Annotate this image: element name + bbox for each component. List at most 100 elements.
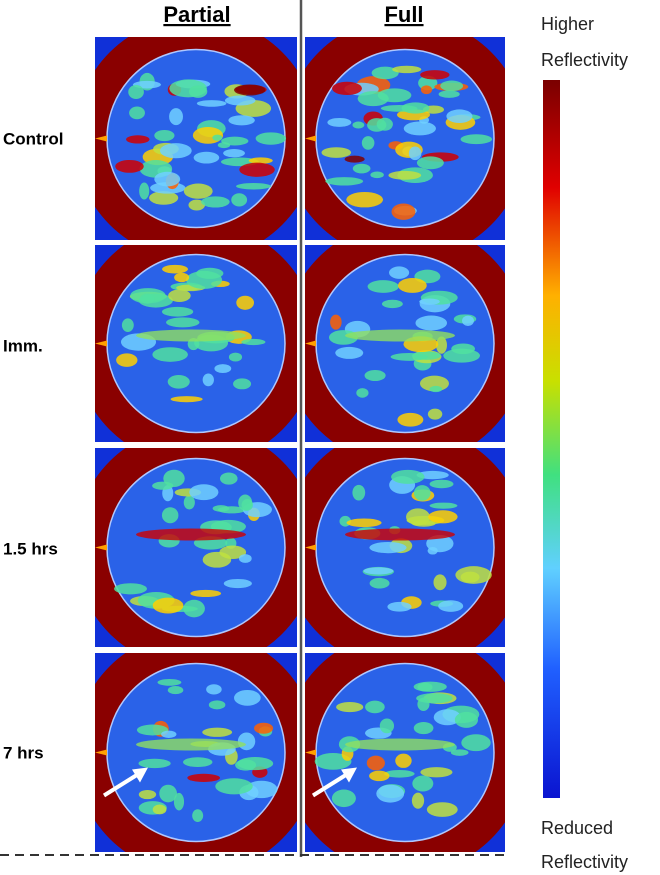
blob [429,502,458,509]
blob [367,280,399,293]
blob [215,778,253,795]
blob [346,191,384,208]
blob [420,70,450,80]
blob [157,679,182,686]
blob [461,734,491,752]
blob [451,343,475,355]
blob [114,583,147,595]
blob [408,146,422,161]
blob [356,388,369,398]
blob [446,109,473,124]
blob [167,686,184,695]
column-header: Full [384,2,423,27]
blob [440,80,464,92]
blob [220,472,238,485]
blob [327,117,352,127]
blob [237,757,274,771]
blob [420,767,453,778]
blob [381,299,403,309]
blob [166,317,200,328]
blob [152,804,167,815]
blob [391,469,425,484]
blob [188,85,208,98]
blob [239,162,275,177]
blob [412,775,434,792]
blob [129,106,145,120]
blob [219,545,247,560]
blob [325,177,364,186]
blob [159,143,192,159]
blob [321,147,352,158]
blob [190,589,222,598]
blob [420,85,433,95]
blob [416,470,449,480]
blob [428,510,458,524]
blob [174,272,190,283]
blob [152,597,184,614]
blob [388,170,422,180]
blob [234,689,261,706]
blob [214,364,232,374]
blob [187,773,221,782]
blob [429,385,443,393]
blob [379,718,395,734]
blob [238,554,252,563]
blob [236,183,272,190]
blob [115,159,144,173]
scan-panel [95,245,297,442]
blob [462,315,474,326]
blob [454,711,479,728]
blob [395,753,412,768]
row-label: Imm. [3,336,43,355]
scan-panel [305,37,505,240]
blob [397,412,424,427]
blob [411,351,441,360]
column-header: Partial [163,2,230,27]
blob [433,574,447,591]
arrow-head [132,767,148,783]
blob [223,578,252,589]
blob [335,346,364,359]
blob [314,753,352,770]
blob [370,171,384,179]
blob [401,102,430,114]
blob [228,115,255,126]
blob [398,278,427,293]
streak [345,528,455,541]
streak [136,329,246,342]
scan-panel [305,653,505,852]
blob [170,396,203,403]
blob [233,378,252,390]
blob [416,156,444,170]
blob [163,469,185,488]
blob [149,191,179,205]
blob [162,264,188,274]
scan-panel [95,448,297,647]
blob [436,336,447,354]
blob [183,599,205,618]
marker [305,544,316,551]
blob [202,373,214,387]
blob [159,784,177,803]
blob [231,193,248,207]
blob [346,518,382,528]
colorbar-label: Reflectivity [541,50,628,70]
blob [202,727,233,737]
row-label: 1.5 hrs [3,539,58,558]
blob [413,681,447,692]
blob [186,270,223,289]
colorbar-label: Higher [541,14,594,34]
blob [167,374,190,389]
blob [352,121,365,129]
blob [331,789,356,808]
blob [460,571,480,583]
blob [192,809,204,823]
blob [364,370,386,382]
blob [369,770,390,782]
blob [136,724,169,736]
blob [234,84,266,96]
blob [416,693,453,704]
blob [201,196,230,208]
scan-panel [95,653,297,852]
blob [336,701,364,713]
